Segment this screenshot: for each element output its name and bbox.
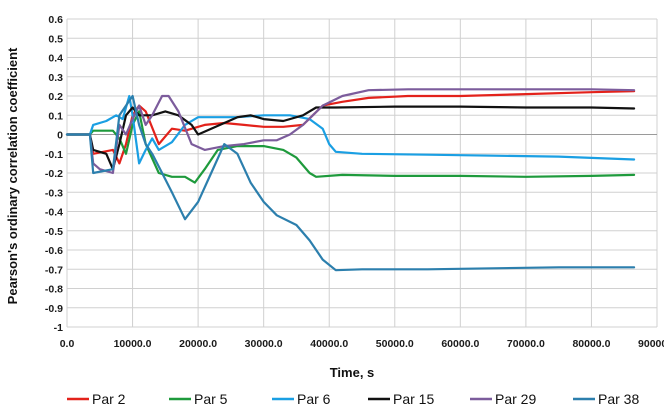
y-tick-label: -0.6 [45,245,63,257]
series-line-par-38 [65,94,636,272]
y-tick-label: 0 [57,130,63,142]
y-tick-label: -1 [54,322,63,334]
y-tick-label: -0.8 [45,284,63,296]
y-tick-label: -0.7 [45,264,63,276]
y-tick-label: -0.9 [45,303,63,315]
y-tick-label: -0.2 [45,168,63,180]
x-tick-label: 80000.0 [572,338,610,350]
x-tick-label: 30000.0 [245,338,283,350]
y-tick-label: 0.2 [48,91,63,103]
x-tick-label: 90000.0 [638,338,664,350]
y-axis-title: Pearson's ordinary correlation coefficie… [5,47,20,304]
tick-labels: 0.6 0.5 0.4 0.3 0.2 0.1 0 -0.1 -0.2 -0.3 -0.4 -0.5 -… [45,14,664,350]
x-tick-label: 40000.0 [310,338,348,350]
x-tick-label: 10000.0 [114,338,152,350]
x-tick-label: 50000.0 [376,338,414,350]
y-tick-label: 0.4 [48,53,63,65]
y-tick-label: 0.6 [48,14,63,26]
legend-label: Par 29 [495,391,536,407]
legend-item-par-29: Par 29 [470,391,536,407]
series-line-par-2 [65,90,636,165]
x-tick-label: 70000.0 [507,338,545,350]
y-tick-label: -0.3 [45,187,63,199]
legend-item-par-5: Par 5 [169,391,228,407]
x-tick-label: 20000.0 [179,338,217,350]
series-line-par-29 [65,88,636,175]
y-tick-label: -0.4 [45,207,63,219]
legend-item-par-38: Par 38 [573,391,639,407]
legend-label: Par 38 [598,391,639,407]
y-tick-label: -0.5 [45,226,63,238]
legend: Par 2 Par 5 Par 6 Par 15 Par 29 Par 38 [67,391,639,407]
x-tick-label: 0.0 [60,338,75,350]
legend-item-par-15: Par 15 [368,391,434,407]
y-tick-label: 0.3 [48,72,63,84]
legend-label: Par 2 [92,391,126,407]
legend-item-par-2: Par 2 [67,391,126,407]
y-tick-label: -0.1 [45,149,63,161]
y-tick-label: 0.1 [48,110,63,122]
x-tick-label: 60000.0 [441,338,479,350]
series-layer [65,88,636,272]
legend-label: Par 15 [393,391,434,407]
x-axis-title: Time, s [330,365,375,380]
y-tick-label: 0.5 [48,33,63,45]
legend-item-par-6: Par 6 [272,391,331,407]
legend-label: Par 5 [194,391,228,407]
legend-label: Par 6 [297,391,331,407]
series-line-par-5 [65,110,636,184]
